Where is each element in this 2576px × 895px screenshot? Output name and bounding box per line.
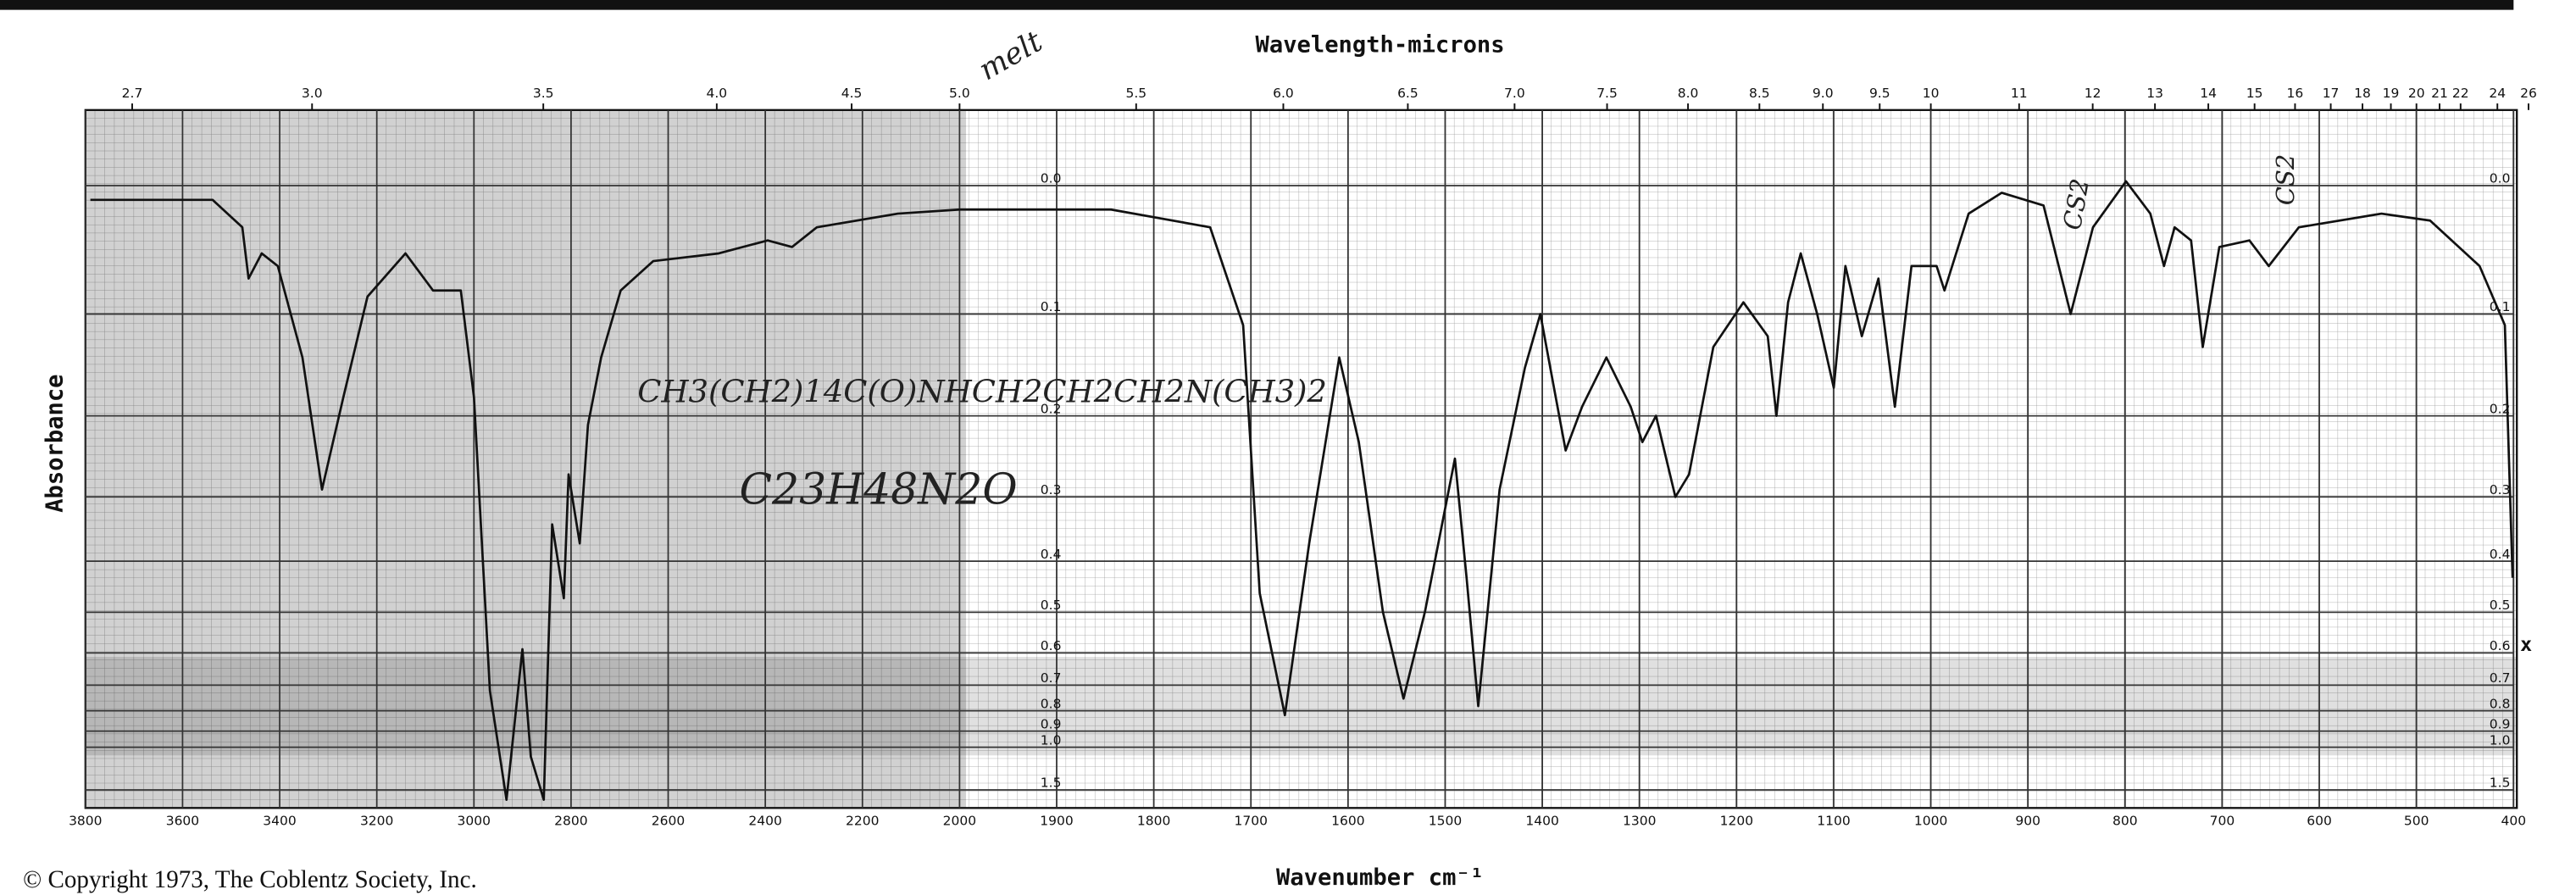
top-axis-title: Wavelength-microns — [1256, 32, 1505, 58]
top-tick-label: 21 — [2431, 86, 2448, 101]
y-tick-label: 0.2 — [2490, 401, 2511, 416]
x-tick-label: 600 — [2307, 813, 2332, 828]
top-tick-label: 24 — [2489, 86, 2506, 101]
spectrum-line — [90, 180, 2514, 801]
x-tick-label: 900 — [2015, 813, 2040, 828]
top-tick-label: 26 — [2520, 86, 2537, 101]
y-tick-label: 0.2 — [1041, 401, 1062, 416]
y-tick-label: 0.6 — [1041, 638, 1062, 653]
y-tick-label: 0.7 — [1041, 670, 1062, 686]
top-tick-label: 8.5 — [1749, 86, 1770, 101]
y-tick-label: 0.1 — [1041, 299, 1062, 314]
top-tick-label: 5.5 — [1125, 86, 1146, 101]
y-tick-label: 1.5 — [2490, 775, 2511, 791]
x-tick-label: 700 — [2210, 813, 2235, 828]
y-tick-label: 0.9 — [1041, 716, 1062, 731]
y-tick-label: 0.6 — [2490, 638, 2511, 653]
y-tick-label: 0.5 — [1041, 598, 1062, 613]
top-tick-label: 2.7 — [122, 86, 143, 101]
top-tick-label: 13 — [2146, 86, 2163, 101]
y-tick-label: 0.4 — [2490, 547, 2511, 562]
top-tick-label: 15 — [2246, 86, 2263, 101]
top-tick-label: 4.0 — [707, 86, 728, 101]
top-tick-label: 10 — [1923, 86, 1940, 101]
x-tick-label: 500 — [2404, 813, 2429, 828]
top-tick-label: 5.0 — [949, 86, 970, 101]
top-tick-label: 17 — [2323, 86, 2340, 101]
formula-annotation: C23H48N2O — [739, 464, 1017, 514]
x-tick-label: 1800 — [1137, 813, 1170, 828]
x-tick-label: 1700 — [1235, 813, 1268, 828]
top-tick-label: 11 — [2011, 86, 2028, 101]
top-tick-label: 3.5 — [533, 86, 554, 101]
cs2-annotation: CS2 — [2271, 154, 2300, 206]
scan-edge — [0, 0, 2514, 10]
x-tick-label: 1200 — [1720, 813, 1753, 828]
y-tick-label: 1.0 — [2490, 732, 2511, 748]
x-tick-label: 1500 — [1429, 813, 1462, 828]
x-tick-label: 3800 — [69, 813, 102, 828]
y-tick-label: 0.8 — [1041, 696, 1062, 711]
x-tick-label: 3200 — [360, 813, 393, 828]
x-tick-label: 400 — [2501, 813, 2527, 828]
top-tick-label: 6.5 — [1397, 86, 1418, 101]
x-tick-label: 1000 — [1914, 813, 1947, 828]
top-tick-label: 8.0 — [1678, 86, 1699, 101]
top-tick-label: 4.5 — [841, 86, 863, 101]
x-tick-label: 2400 — [748, 813, 781, 828]
copyright: © Copyright 1973, The Coblentz Society, … — [23, 866, 477, 893]
melt-annotation: melt — [974, 25, 1049, 88]
x-tick-label: 800 — [2112, 813, 2138, 828]
top-tick-label: 3.0 — [302, 86, 323, 101]
y-axis-title: Absorbance — [42, 375, 68, 513]
top-tick-label: 16 — [2287, 86, 2304, 101]
x-tick-label: 1400 — [1525, 813, 1558, 828]
y-tick-label: 0.0 — [2490, 171, 2511, 186]
y-tick-label: 0.4 — [1041, 547, 1062, 562]
x-tick-label: 3400 — [263, 813, 296, 828]
x-axis-title: Wavenumber cm⁻¹ — [1276, 864, 1484, 891]
x-tick-label: 1900 — [1040, 813, 1073, 828]
top-tick-label: 22 — [2452, 86, 2469, 101]
y-tick-label: 1.0 — [1041, 732, 1062, 748]
y-tick-label: 0.7 — [2490, 670, 2511, 686]
x-tick-label: 2000 — [943, 813, 976, 828]
y-tick-label: 0.9 — [2490, 716, 2511, 731]
top-tick-label: 9.0 — [1813, 86, 1834, 101]
top-tick-label: 14 — [2200, 86, 2217, 101]
x-tick-label: 1300 — [1623, 813, 1656, 828]
top-tick-label: 12 — [2085, 86, 2101, 101]
x-marker: x — [2520, 633, 2532, 656]
top-tick-label: 7.5 — [1596, 86, 1618, 101]
top-tick-label: 20 — [2408, 86, 2425, 101]
x-tick-label: 2800 — [554, 813, 587, 828]
x-tick-label: 2200 — [846, 813, 879, 828]
x-tick-label: 3000 — [458, 813, 491, 828]
top-tick-label: 9.5 — [1869, 86, 1890, 101]
top-tick-label: 7.0 — [1504, 86, 1525, 101]
x-tick-label: 2600 — [652, 813, 685, 828]
y-tick-label: 0.5 — [2490, 598, 2511, 613]
y-tick-label: 0.3 — [1041, 482, 1062, 498]
top-tick-label: 18 — [2354, 86, 2371, 101]
x-tick-label: 1600 — [1331, 813, 1364, 828]
top-tick-label: 19 — [2383, 86, 2400, 101]
y-tick-label: 1.5 — [1041, 775, 1062, 791]
shaded-band — [85, 657, 2518, 756]
y-tick-label: 0.3 — [2490, 482, 2511, 498]
formula-annotation: CH3(CH2)14C(O)NHCH2CH2CH2N(CH3)2 — [637, 374, 1327, 410]
x-tick-label: 1100 — [1817, 813, 1850, 828]
top-tick-label: 6.0 — [1273, 86, 1294, 101]
y-tick-label: 0.8 — [2490, 696, 2511, 711]
y-tick-label: 0.0 — [1041, 171, 1062, 186]
x-tick-label: 3600 — [166, 813, 199, 828]
